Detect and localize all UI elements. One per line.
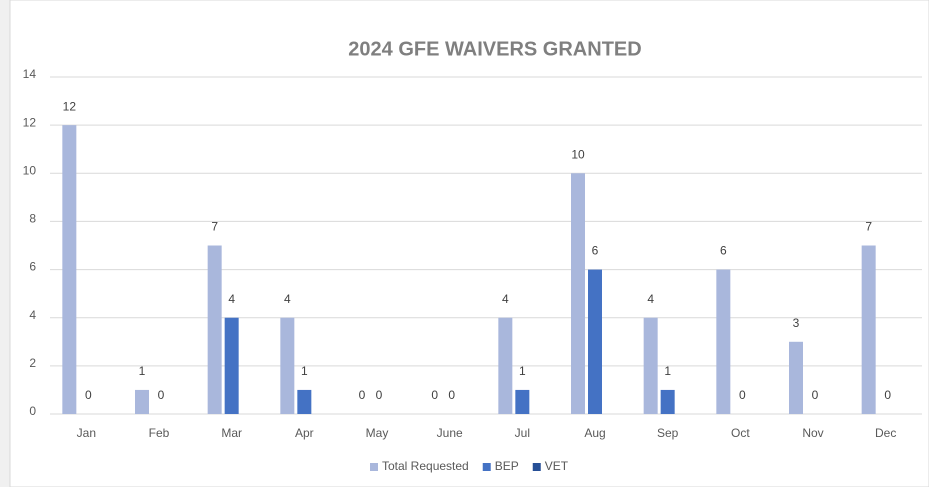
- bar: [789, 341, 803, 414]
- bar: [62, 125, 77, 415]
- x-tick-label: Jul: [515, 426, 530, 440]
- data-label: 3: [793, 316, 800, 330]
- y-tick-label: 12: [23, 115, 37, 129]
- bar: [716, 269, 731, 414]
- data-label: 4: [647, 292, 654, 306]
- data-label: 1: [301, 364, 308, 378]
- bar: [224, 317, 239, 414]
- bar: [643, 317, 658, 414]
- bar: [660, 389, 675, 414]
- data-label: 1: [519, 364, 526, 378]
- data-label: 0: [448, 388, 455, 402]
- y-tick-label: 6: [29, 260, 36, 274]
- bar: [280, 317, 295, 414]
- x-tick-label: Jan: [77, 426, 96, 440]
- bar: [135, 389, 149, 414]
- data-label: 0: [376, 388, 383, 402]
- bar: [588, 269, 602, 414]
- data-label: 0: [812, 388, 819, 402]
- data-label: 1: [139, 364, 146, 378]
- x-tick-label: Nov: [802, 426, 823, 440]
- legend-label: Total Requested: [382, 459, 469, 473]
- data-label: 6: [592, 244, 599, 258]
- x-tick-label: Apr: [295, 426, 314, 440]
- bar: [207, 245, 222, 414]
- x-tick-label: Aug: [584, 426, 605, 440]
- data-label: 7: [865, 220, 872, 234]
- data-label: 0: [431, 388, 438, 402]
- data-label: 12: [63, 99, 77, 113]
- data-label: 1: [664, 364, 671, 378]
- data-label: 0: [85, 388, 92, 402]
- bar: [571, 173, 585, 414]
- legend-label: BEP: [495, 459, 519, 473]
- legend-swatch: [532, 463, 541, 471]
- chart-title: 2024 GFE WAIVERS GRANTED: [348, 38, 641, 60]
- bar: [297, 389, 312, 414]
- chart-area: [9, 0, 929, 487]
- data-label: 0: [739, 388, 746, 402]
- x-tick-label: Mar: [221, 426, 242, 440]
- y-tick-label: 8: [29, 212, 36, 226]
- y-tick-label: 2: [29, 356, 36, 370]
- data-label: 6: [720, 244, 727, 258]
- x-tick-label: Dec: [875, 426, 896, 440]
- legend-swatch: [370, 463, 378, 471]
- data-label: 4: [284, 292, 291, 306]
- x-tick-label: Sep: [657, 426, 679, 440]
- data-label: 0: [359, 388, 366, 402]
- data-label: 4: [502, 292, 509, 306]
- x-tick-label: Feb: [149, 426, 170, 440]
- x-tick-label: June: [437, 426, 463, 440]
- x-tick-label: Oct: [731, 426, 750, 440]
- data-label: 7: [211, 220, 218, 234]
- bar: [498, 317, 513, 414]
- bar: [515, 389, 530, 414]
- legend-label: VET: [545, 459, 569, 473]
- y-tick-label: 14: [23, 67, 37, 81]
- bar: [861, 245, 876, 414]
- data-label: 4: [228, 292, 235, 306]
- y-tick-label: 0: [29, 404, 36, 418]
- data-label: 0: [884, 388, 891, 402]
- data-label: 0: [158, 388, 165, 402]
- x-tick-label: May: [366, 426, 389, 440]
- y-tick-label: 10: [23, 163, 37, 177]
- legend-swatch: [482, 463, 491, 471]
- data-label: 10: [571, 147, 585, 161]
- y-tick-label: 4: [29, 308, 36, 322]
